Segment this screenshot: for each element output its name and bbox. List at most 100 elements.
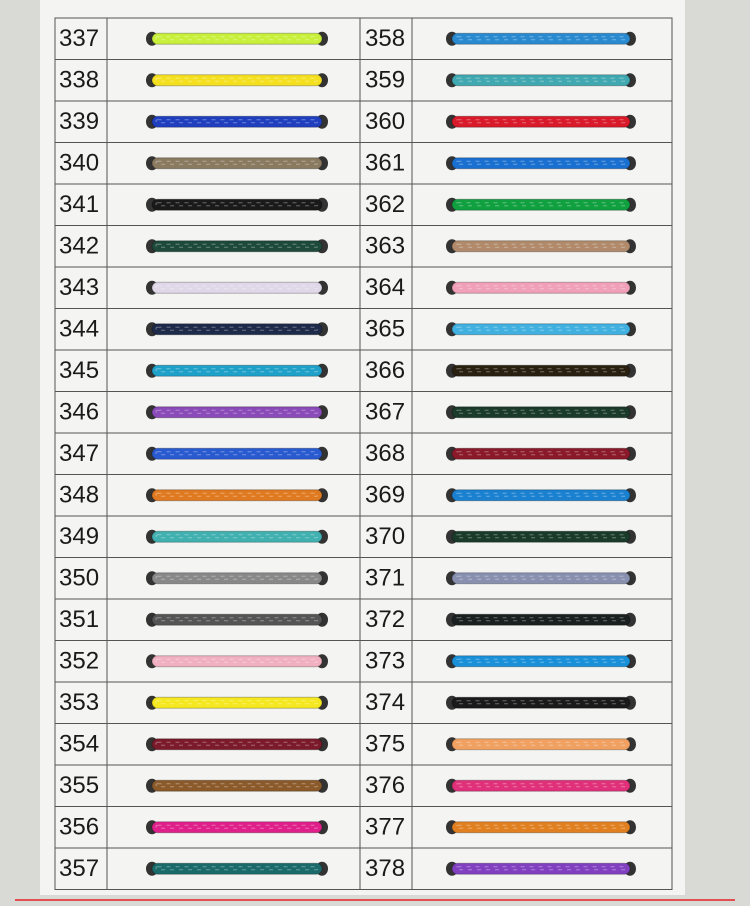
color-code: 369	[365, 482, 405, 509]
color-code: 370	[365, 523, 405, 550]
color-code: 346	[59, 399, 99, 426]
cord-swatch	[151, 530, 323, 543]
cord-swatch	[151, 240, 323, 253]
color-code: 340	[59, 150, 99, 177]
cord-swatch	[151, 655, 323, 668]
cord-texture	[455, 575, 627, 580]
cord-texture	[155, 451, 319, 456]
cord-swatch	[451, 613, 631, 626]
cord-texture	[455, 451, 627, 456]
color-code: 350	[59, 565, 99, 592]
color-code: 367	[365, 399, 405, 426]
cord-swatch	[451, 364, 631, 377]
color-code: 357	[59, 855, 99, 882]
cord-texture	[455, 409, 627, 414]
cord-swatch	[451, 696, 631, 709]
cord-swatch	[151, 738, 323, 751]
cord-swatch	[151, 364, 323, 377]
cord-swatch	[151, 32, 323, 45]
cord-swatch	[451, 281, 631, 294]
cord-texture	[455, 285, 627, 290]
cord-swatch	[151, 572, 323, 585]
cord-texture	[455, 160, 627, 165]
cord-texture	[155, 741, 319, 746]
cord-texture	[455, 326, 627, 331]
cord-swatch	[151, 115, 323, 128]
cord-texture	[455, 119, 627, 124]
cord-swatch	[451, 157, 631, 170]
color-code: 349	[59, 523, 99, 550]
cord-texture	[455, 783, 627, 788]
color-code: 347	[59, 440, 99, 467]
cord-texture	[155, 119, 319, 124]
color-code: 337	[59, 25, 99, 52]
cord-texture	[455, 492, 627, 497]
cord-swatch	[151, 821, 323, 834]
cord-texture	[455, 741, 627, 746]
color-code: 345	[59, 357, 99, 384]
cord-texture	[455, 243, 627, 248]
color-code: 374	[365, 689, 405, 716]
cord-texture	[155, 285, 319, 290]
color-code: 338	[59, 67, 99, 94]
color-code: 343	[59, 274, 99, 301]
color-code: 354	[59, 731, 99, 758]
cord-texture	[155, 409, 319, 414]
color-code: 352	[59, 648, 99, 675]
cord-texture	[155, 202, 319, 207]
cord-texture	[455, 36, 627, 41]
cord-swatch	[451, 655, 631, 668]
cord-swatch	[451, 240, 631, 253]
cord-texture	[155, 243, 319, 248]
cord-swatch	[151, 198, 323, 211]
rows: 337 358 338 359 339 360 340 361 341 362 342 363 343 3…	[54, 17, 673, 890]
cord-swatch	[151, 281, 323, 294]
color-code: 358	[365, 25, 405, 52]
cord-swatch	[451, 74, 631, 87]
cord-swatch	[451, 572, 631, 585]
color-code: 339	[59, 108, 99, 135]
cord-texture	[155, 700, 319, 705]
color-code: 376	[365, 772, 405, 799]
color-code: 342	[59, 233, 99, 260]
cord-swatch	[451, 738, 631, 751]
cord-swatch	[451, 198, 631, 211]
cord-swatch	[451, 447, 631, 460]
color-code: 362	[365, 191, 405, 218]
color-code: 344	[59, 316, 99, 343]
cord-texture	[455, 866, 627, 871]
cord-swatch	[151, 447, 323, 460]
cord-swatch	[451, 323, 631, 336]
color-code: 355	[59, 772, 99, 799]
cord-texture	[155, 77, 319, 82]
cord-texture	[455, 77, 627, 82]
cord-texture	[455, 202, 627, 207]
color-code: 364	[365, 274, 405, 301]
color-code: 361	[365, 150, 405, 177]
cord-swatch	[451, 530, 631, 543]
color-code: 363	[365, 233, 405, 260]
color-code: 359	[365, 67, 405, 94]
cord-swatch	[451, 862, 631, 875]
cord-texture	[155, 534, 319, 539]
color-code: 353	[59, 689, 99, 716]
cord-swatch	[151, 157, 323, 170]
cord-swatch	[451, 821, 631, 834]
cord-texture	[155, 783, 319, 788]
color-code: 368	[365, 440, 405, 467]
color-code: 341	[59, 191, 99, 218]
cord-texture	[155, 36, 319, 41]
cord-texture	[155, 866, 319, 871]
cord-swatch	[151, 406, 323, 419]
cord-swatch	[151, 613, 323, 626]
cord-swatch	[151, 779, 323, 792]
cord-texture	[455, 617, 627, 622]
cord-texture	[455, 700, 627, 705]
cord-texture	[155, 575, 319, 580]
cord-swatch	[151, 323, 323, 336]
row-box	[54, 847, 673, 890]
cord-swatch	[451, 779, 631, 792]
cord-swatch	[451, 115, 631, 128]
color-code: 356	[59, 814, 99, 841]
color-code: 360	[365, 108, 405, 135]
